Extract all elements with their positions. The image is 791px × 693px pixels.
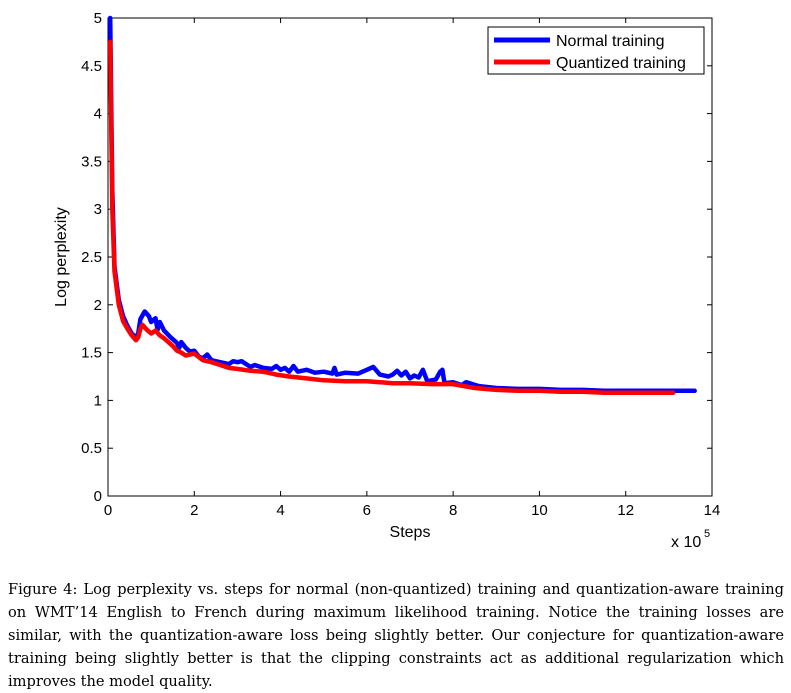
y-tick-label: 3: [94, 201, 102, 218]
legend-box: [487, 26, 705, 75]
y-tick-label: 0: [94, 488, 102, 505]
y-axis-label: Log perplexity: [53, 207, 70, 307]
axis-ticks: 0 2 4 6 8 10 12 14 0 0.5 1 1.5 2 2.5 3 3.5 4 4.5 5: [81, 10, 720, 519]
plot-area: [107, 17, 713, 497]
legend-label-quantized: Quantized training: [556, 55, 686, 72]
series-line-quantized-training: [107, 39, 676, 396]
legend-label-normal: Normal training: [556, 33, 664, 50]
x-tick-label: 8: [449, 502, 457, 519]
x-axis-label: Steps: [390, 524, 431, 541]
x-tick-label: 12: [617, 502, 634, 519]
y-tick-label: 4.5: [81, 58, 102, 75]
y-tick-label: 2.5: [81, 249, 102, 266]
line-chart: 0 2 4 6 8 10 12 14 0 0.5 1 1.5 2 2.5 3 3.5 4 4.5 5 Steps L…: [53, 10, 720, 551]
series-lines: [107, 15, 697, 396]
y-tick-label: 1.5: [81, 345, 102, 362]
x-tick-label: 2: [190, 502, 198, 519]
x-tick-label: 4: [276, 502, 284, 519]
x-tick-label: 0: [104, 502, 112, 519]
x-multiplier-exponent: 5: [704, 528, 710, 540]
x-tick-label: 10: [531, 502, 548, 519]
y-tick-label: 3.5: [81, 153, 102, 170]
y-tick-label: 1: [94, 392, 102, 409]
y-tick-label: 2: [94, 297, 102, 314]
y-tick-label: 0.5: [81, 440, 102, 457]
x-tick-label: 6: [363, 502, 371, 519]
x-tick-label: 14: [704, 502, 721, 519]
x-multiplier-label: x 10: [671, 534, 701, 551]
legend: Normal training Quantized training: [487, 26, 705, 75]
figure-caption: Figure 4: Log perplexity vs. steps for n…: [8, 581, 784, 690]
y-tick-label: 5: [94, 10, 102, 27]
y-tick-label: 4: [94, 106, 102, 123]
